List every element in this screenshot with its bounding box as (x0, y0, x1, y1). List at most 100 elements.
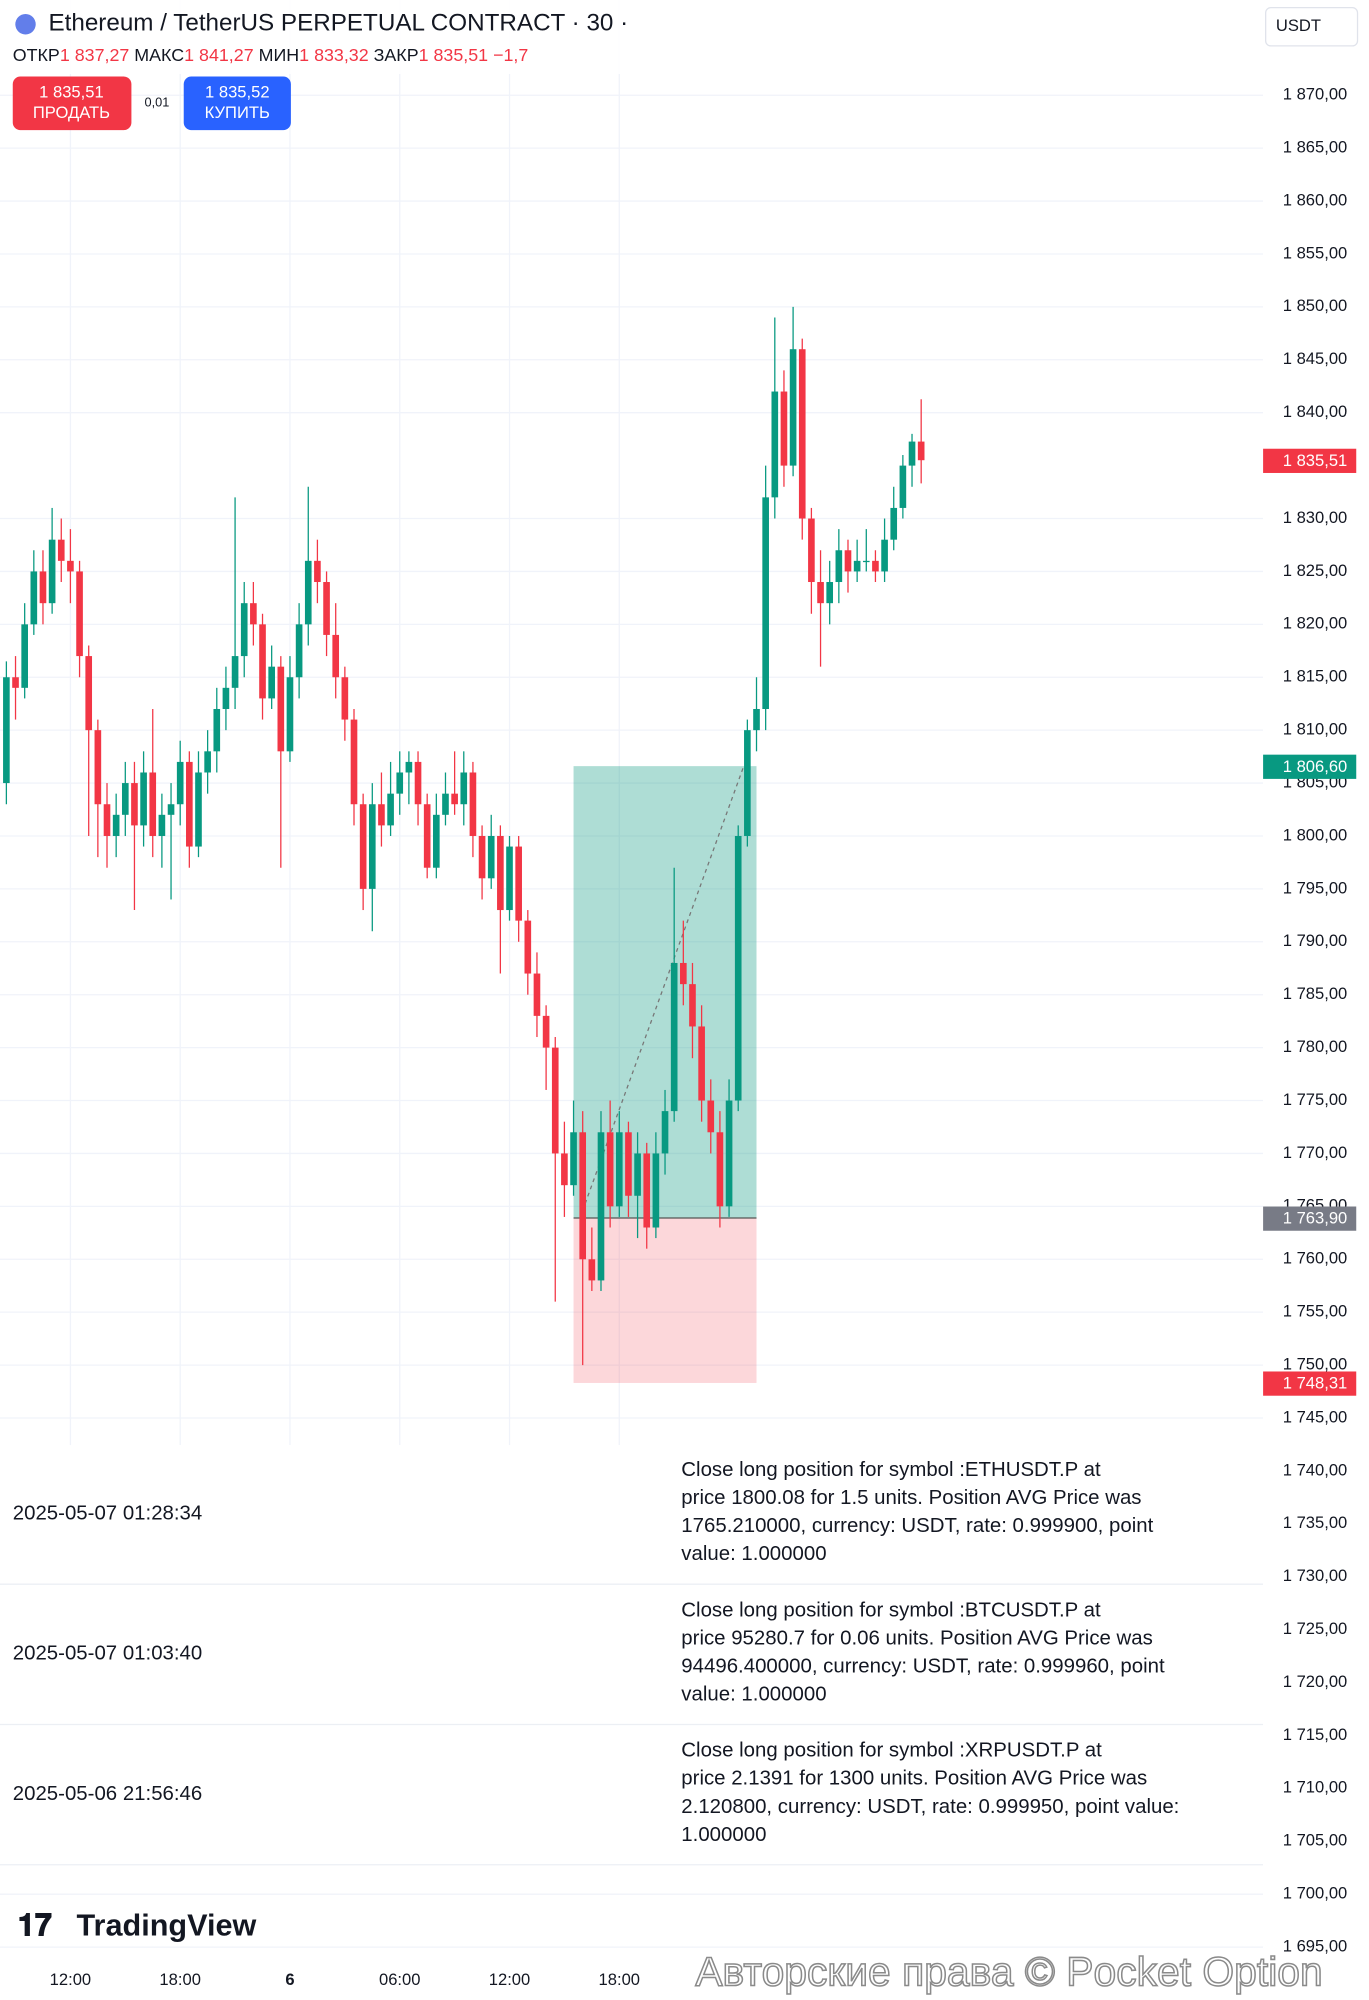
candle-body (85, 656, 93, 731)
y-tick-label: 1 800,00 (1283, 825, 1348, 844)
candle-body (460, 772, 468, 805)
y-tick-label: 1 730,00 (1283, 1566, 1348, 1585)
y-tick-label: 1 845,00 (1283, 349, 1348, 368)
candle-body (716, 1132, 724, 1207)
candle-body (744, 730, 751, 836)
candle-body (515, 846, 522, 921)
candle-body (570, 1132, 577, 1186)
y-tick-label: 1 810,00 (1283, 720, 1348, 739)
coin-icon (15, 14, 36, 35)
candle-body (268, 666, 275, 699)
log-message: value: 1.000000 (681, 1684, 826, 1706)
candle-body (789, 349, 797, 466)
y-tick-label: 1 815,00 (1283, 667, 1348, 686)
y-tick-label: 1 705,00 (1283, 1831, 1348, 1850)
buy-button[interactable] (183, 76, 291, 131)
sell-price: 1 835,51 (39, 82, 104, 101)
candle-body (341, 677, 349, 720)
candle-body (844, 550, 852, 572)
header-bg (0, 0, 1264, 74)
candle-body (835, 550, 843, 583)
y-tick-label: 1 780,00 (1283, 1037, 1348, 1056)
candle-body (405, 761, 413, 773)
candle-body (533, 973, 541, 1016)
ohlc-value: 1 837,27 (60, 45, 130, 65)
tv-mark: 𝟏𝟕 (18, 1908, 52, 1942)
y-tick-label: 1 830,00 (1283, 508, 1348, 527)
candle-body (908, 441, 916, 466)
y-tick-label: 1 775,00 (1283, 1090, 1348, 1109)
ohlc-key: ЗАКР (374, 45, 419, 65)
candle-body (670, 962, 678, 1112)
candle-body (561, 1153, 568, 1186)
candle-body (625, 1132, 632, 1196)
candle-body (579, 1132, 587, 1260)
log-time: 2025-05-07 01:28:34 (13, 1502, 203, 1524)
candle-body (304, 560, 312, 625)
candle-body (606, 1132, 614, 1207)
candle-body (396, 772, 404, 794)
y-tick-label: 1 870,00 (1283, 85, 1348, 104)
buy-price: 1 835,52 (205, 82, 270, 101)
candle-body (826, 582, 834, 604)
candle-body (524, 920, 532, 974)
sell-button[interactable] (12, 76, 132, 131)
y-tick-label: 1 795,00 (1283, 878, 1348, 897)
candle-body (295, 624, 303, 678)
candle-body (21, 624, 28, 688)
candle-body (414, 761, 422, 805)
ohlc-key: МАКС (134, 45, 184, 65)
ohlc-key: МИН (259, 45, 300, 65)
candle-body (140, 772, 147, 826)
candle-body (39, 571, 47, 604)
candle-body (780, 391, 788, 466)
y-tick-label: 1 770,00 (1283, 1143, 1348, 1162)
y-tick-label: 1 710,00 (1283, 1778, 1348, 1797)
y-tick-label: 1 715,00 (1283, 1725, 1348, 1744)
y-tick-label: 1 850,00 (1283, 296, 1348, 315)
candle-body (240, 603, 248, 657)
ohlc-key: ОТКР (13, 45, 60, 65)
log-message: Close long position for symbol :BTCUSDT.… (681, 1599, 1101, 1621)
candle-body (213, 708, 221, 752)
candle-body (149, 772, 157, 836)
price-label-bg (1263, 448, 1357, 473)
candle-body (103, 804, 111, 836)
log-message: 94496.400000, currency: USDT, rate: 0.99… (681, 1655, 1165, 1677)
x-tick-label: 18:00 (599, 1970, 641, 1989)
candle-body (469, 772, 477, 836)
y-tick-label: 1 700,00 (1283, 1884, 1348, 1903)
currency-select[interactable] (1265, 7, 1359, 47)
candle-body (277, 666, 285, 752)
candle-body (643, 1153, 651, 1228)
buy-label: КУПИТЬ (205, 103, 270, 122)
candle-body (661, 1111, 669, 1154)
symbol-title: Ethereum / TetherUS PERPETUAL CONTRACT ·… (48, 10, 628, 37)
candle-body (76, 571, 83, 657)
candle-body (195, 772, 202, 847)
candle-body (250, 603, 257, 625)
candle-body (121, 783, 129, 815)
y-tick-label: 1 855,00 (1283, 243, 1348, 262)
y-tick-label: 1 760,00 (1283, 1249, 1348, 1268)
log-message: 1.000000 (681, 1824, 766, 1846)
candle-body (497, 835, 504, 911)
y-tick-label: 1 740,00 (1283, 1460, 1348, 1479)
price-label: 1 806,60 (1283, 757, 1348, 776)
candle-body (332, 634, 340, 678)
candle-body (158, 814, 166, 836)
candle-body (67, 560, 74, 572)
y-tick-label: 1 865,00 (1283, 138, 1348, 157)
candle-body (872, 560, 879, 572)
y-tick-label: 1 790,00 (1283, 931, 1348, 950)
candle-body (707, 1100, 715, 1133)
candle-body (378, 804, 385, 826)
y-tick-label: 1 860,00 (1283, 190, 1348, 209)
y-tick-label: 1 695,00 (1283, 1936, 1348, 1955)
log-message: value: 1.000000 (681, 1543, 826, 1565)
sell-label: ПРОДАТЬ (33, 103, 110, 122)
candle-body (350, 719, 358, 805)
candle-body (231, 656, 239, 688)
candle-body (917, 441, 925, 461)
